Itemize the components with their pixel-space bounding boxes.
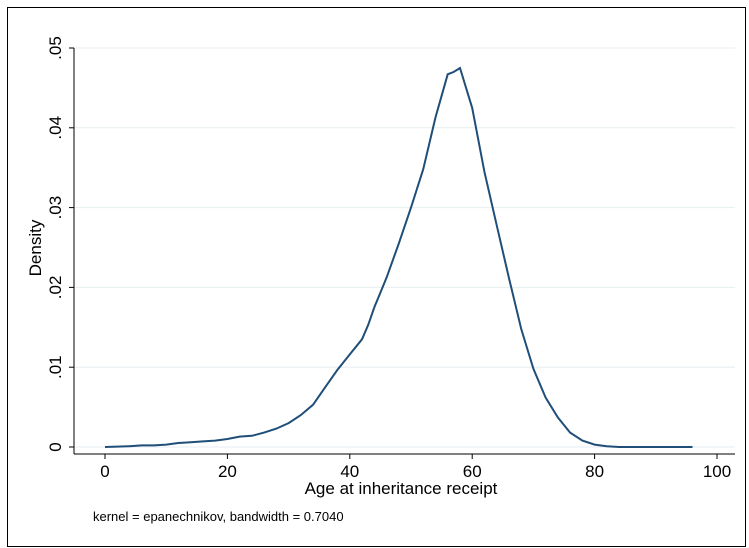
gridlines: [74, 47, 735, 448]
ticks: 0 .01 .02 .03 .04 .05 0 20 40 60 80 100: [46, 36, 731, 481]
density-line: [104, 66, 693, 448]
kernel-note: kernel = epanechnikov, bandwidth = 0.704…: [93, 509, 344, 524]
y-axis-title: Density: [26, 219, 45, 276]
y-tick-label: .05: [46, 36, 65, 60]
y-tick-label: .01: [46, 355, 65, 379]
chart-frame: 0 .01 .02 .03 .04 .05 0 20 40 60 80 100 Age at inhe…: [7, 7, 746, 547]
x-tick-label: 40: [340, 462, 359, 481]
x-tick-label: 80: [585, 462, 604, 481]
y-tick-label: 0: [46, 442, 65, 451]
x-tick-label: 100: [703, 462, 731, 481]
x-axis-title: Age at inheritance receipt: [305, 479, 498, 498]
y-tick-label: .03: [46, 196, 65, 220]
density-chart: 0 .01 .02 .03 .04 .05 0 20 40 60 80 100 Age at inhe…: [26, 36, 735, 524]
x-tick-label: 0: [100, 462, 109, 481]
y-tick-label: .02: [46, 276, 65, 300]
x-tick-label: 60: [463, 462, 482, 481]
y-tick-label: .04: [46, 116, 65, 140]
x-tick-label: 20: [218, 462, 237, 481]
axes: [73, 48, 735, 455]
